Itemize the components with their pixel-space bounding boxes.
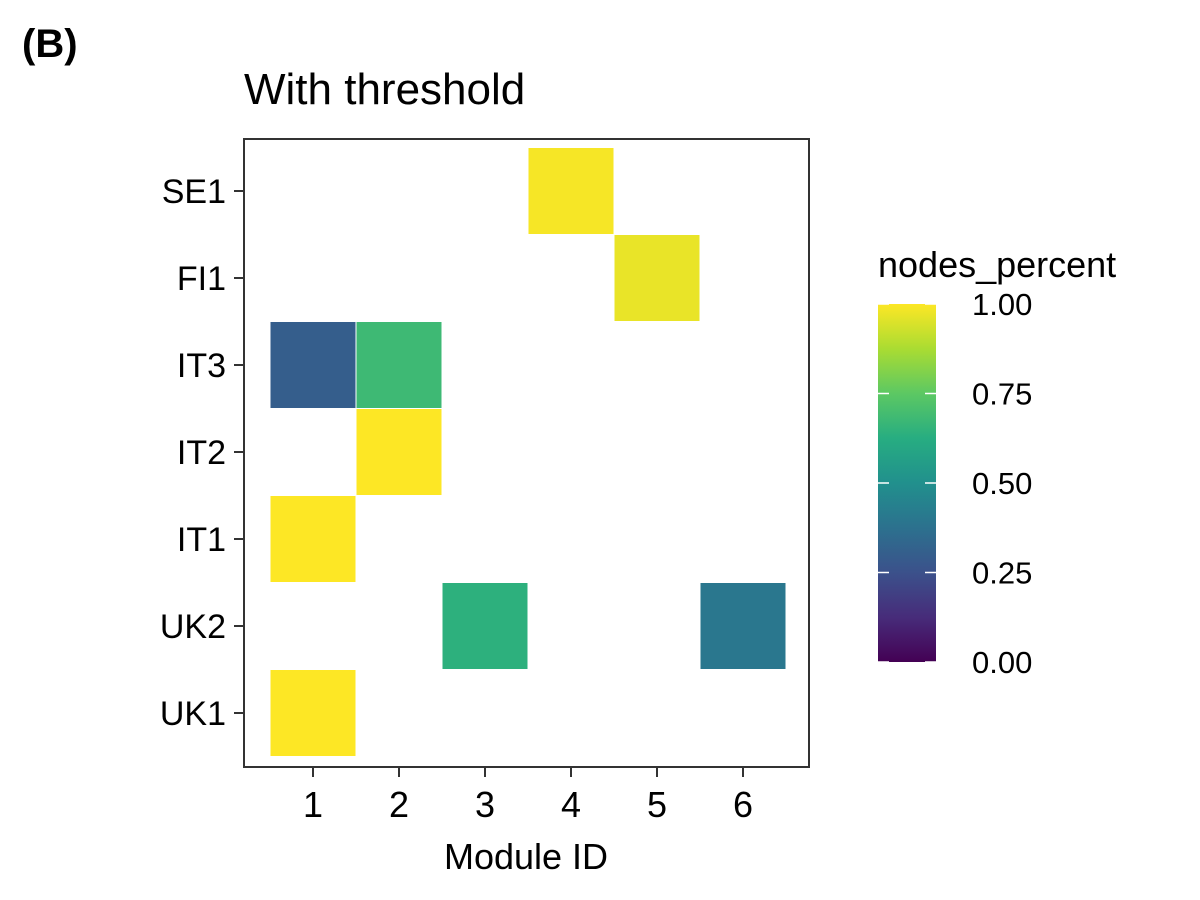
heatmap-cell (527, 147, 615, 235)
heatmap-cell (441, 582, 529, 670)
heatmap-cell (355, 321, 443, 409)
x-axis-label: Module ID (444, 836, 608, 877)
legend-tick-label: 0.25 (972, 556, 1032, 591)
heatmap-cell (269, 669, 357, 757)
legend-tick-label: 0.75 (972, 377, 1032, 412)
x-tick-label: 5 (647, 784, 667, 825)
y-tick-label: FI1 (177, 260, 226, 298)
x-tick-label: 2 (389, 784, 409, 825)
legend-tick-label: 1.00 (972, 287, 1032, 322)
y-tick-label: UK1 (160, 695, 226, 733)
y-tick-label: IT1 (177, 521, 226, 559)
heatmap-cell (699, 582, 787, 670)
panel-label: (B) (22, 22, 78, 66)
x-tick-label: 4 (561, 784, 581, 825)
y-tick-label: SE1 (162, 173, 226, 211)
y-tick-label: UK2 (160, 608, 226, 646)
chart-title: With threshold (244, 65, 525, 114)
y-tick-label: IT3 (177, 347, 226, 385)
legend-tick-label: 0.50 (972, 466, 1032, 501)
heatmap-cell (613, 234, 701, 322)
legend-ticks: 1.00 0.75 0.50 0.25 0.00 (878, 287, 1032, 680)
y-tick-label: IT2 (177, 434, 226, 472)
heatmap-cell (355, 408, 443, 496)
x-axis: 1 2 3 4 5 6 (303, 767, 753, 825)
x-tick-label: 1 (303, 784, 323, 825)
x-tick-label: 3 (475, 784, 495, 825)
heatmap-cells (269, 147, 787, 757)
legend-tick-label: 0.00 (972, 645, 1032, 680)
x-tick-label: 6 (733, 784, 753, 825)
legend-title: nodes_percent (878, 244, 1116, 285)
heatmap-cell (269, 321, 357, 409)
legend: nodes_percent 1.00 0.75 0.50 0.25 0.00 (878, 244, 1116, 680)
heatmap-cell (269, 495, 357, 583)
y-axis: SE1 FI1 IT3 IT2 IT1 UK2 UK1 (160, 173, 244, 733)
